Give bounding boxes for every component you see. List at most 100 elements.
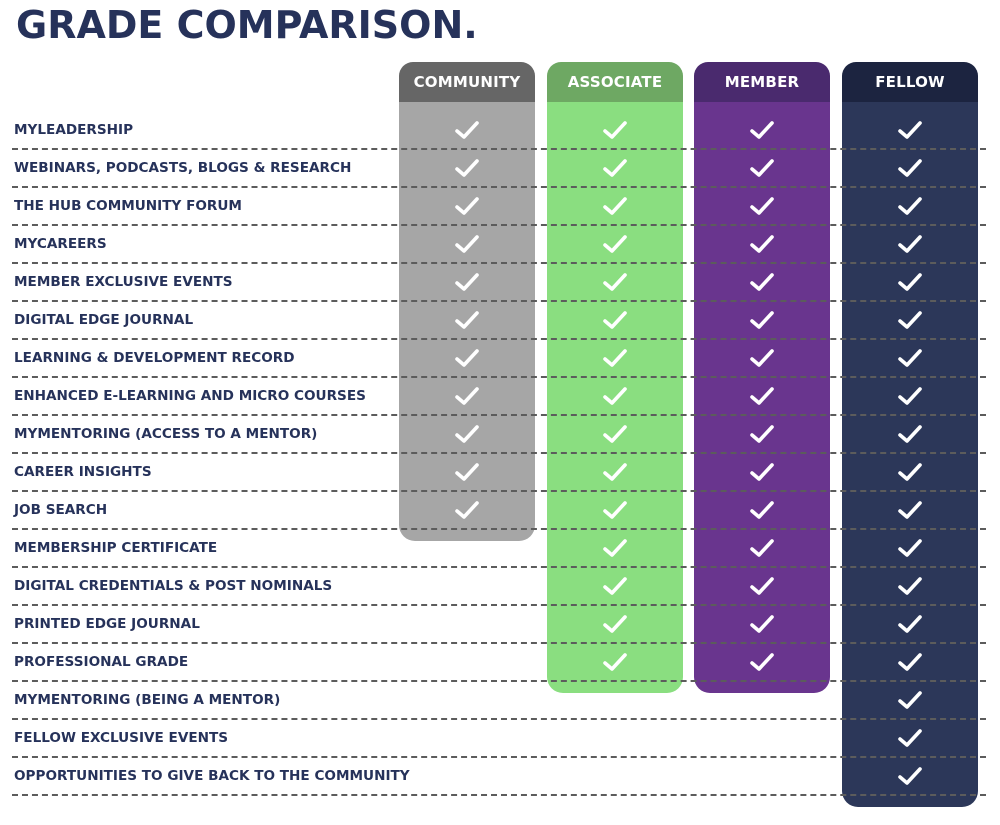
- row-label: ENHANCED E-LEARNING AND MICRO COURSES: [14, 388, 366, 404]
- checkmark-icon: [455, 234, 479, 254]
- checkmark-icon: [603, 576, 627, 596]
- checkmark-icon: [898, 120, 922, 140]
- page-title: GRADE COMPARISON.: [16, 3, 478, 47]
- checkmark-icon: [898, 538, 922, 558]
- checkmark-icon: [603, 234, 627, 254]
- row-divider: [12, 528, 986, 530]
- row-divider: [12, 262, 986, 264]
- row-divider: [12, 490, 986, 492]
- checkmark-icon: [603, 500, 627, 520]
- row-label: THE HUB COMMUNITY FORUM: [14, 198, 242, 214]
- checkmark-icon: [750, 196, 774, 216]
- row-divider: [12, 300, 986, 302]
- checkmark-icon: [455, 196, 479, 216]
- checkmark-icon: [750, 614, 774, 634]
- checkmark-icon: [750, 272, 774, 292]
- checkmark-icon: [455, 310, 479, 330]
- checkmark-icon: [603, 652, 627, 672]
- checkmark-icon: [898, 500, 922, 520]
- column-member-body: [694, 100, 830, 693]
- checkmark-icon: [750, 652, 774, 672]
- row-label: WEBINARS, PODCASTS, BLOGS & RESEARCH: [14, 160, 352, 176]
- row-label: MYLEADERSHIP: [14, 122, 134, 138]
- row-divider: [12, 642, 986, 644]
- checkmark-icon: [898, 652, 922, 672]
- column-associate-body: [547, 100, 683, 693]
- checkmark-icon: [603, 272, 627, 292]
- checkmark-icon: [455, 272, 479, 292]
- checkmark-icon: [898, 272, 922, 292]
- row-label: OPPORTUNITIES TO GIVE BACK TO THE COMMUN…: [14, 768, 410, 784]
- row-divider: [12, 338, 986, 340]
- checkmark-icon: [603, 158, 627, 178]
- checkmark-icon: [603, 386, 627, 406]
- row-label: PRINTED EDGE JOURNAL: [14, 616, 200, 632]
- column-member-header: MEMBER: [694, 62, 830, 102]
- row-label: JOB SEARCH: [14, 502, 108, 518]
- checkmark-icon: [750, 462, 774, 482]
- row-label: MYMENTORING (BEING A MENTOR): [14, 692, 281, 708]
- checkmark-icon: [898, 234, 922, 254]
- checkmark-icon: [750, 500, 774, 520]
- checkmark-icon: [750, 120, 774, 140]
- row-label: DIGITAL EDGE JOURNAL: [14, 312, 194, 328]
- checkmark-icon: [455, 348, 479, 368]
- checkmark-icon: [898, 424, 922, 444]
- row-divider: [12, 376, 986, 378]
- row-label: MYCAREERS: [14, 236, 107, 252]
- column-community-header: COMMUNITY: [399, 62, 535, 102]
- checkmark-icon: [603, 310, 627, 330]
- checkmark-icon: [898, 614, 922, 634]
- row-divider: [12, 452, 986, 454]
- row-label: LEARNING & DEVELOPMENT RECORD: [14, 350, 295, 366]
- row-label: CAREER INSIGHTS: [14, 464, 152, 480]
- row-label: PROFESSIONAL GRADE: [14, 654, 189, 670]
- row-divider: [12, 794, 986, 796]
- row-label: FELLOW EXCLUSIVE EVENTS: [14, 730, 229, 746]
- checkmark-icon: [750, 348, 774, 368]
- row-label: MEMBER EXCLUSIVE EVENTS: [14, 274, 233, 290]
- row-label: MEMBERSHIP CERTIFICATE: [14, 540, 218, 556]
- checkmark-icon: [455, 386, 479, 406]
- checkmark-icon: [898, 766, 922, 786]
- checkmark-icon: [603, 538, 627, 558]
- checkmark-icon: [455, 462, 479, 482]
- row-divider: [12, 604, 986, 606]
- checkmark-icon: [898, 462, 922, 482]
- checkmark-icon: [750, 158, 774, 178]
- checkmark-icon: [603, 196, 627, 216]
- checkmark-icon: [750, 310, 774, 330]
- column-associate-header: ASSOCIATE: [547, 62, 683, 102]
- row-divider: [12, 566, 986, 568]
- checkmark-icon: [455, 158, 479, 178]
- checkmark-icon: [603, 120, 627, 140]
- checkmark-icon: [455, 424, 479, 444]
- checkmark-icon: [455, 500, 479, 520]
- checkmark-icon: [750, 576, 774, 596]
- row-divider: [12, 224, 986, 226]
- checkmark-icon: [750, 538, 774, 558]
- row-divider: [12, 148, 986, 150]
- checkmark-icon: [898, 348, 922, 368]
- checkmark-icon: [898, 196, 922, 216]
- checkmark-icon: [750, 424, 774, 444]
- column-fellow-header: FELLOW: [842, 62, 978, 102]
- checkmark-icon: [603, 614, 627, 634]
- checkmark-icon: [750, 386, 774, 406]
- checkmark-icon: [898, 310, 922, 330]
- checkmark-icon: [898, 386, 922, 406]
- row-label: DIGITAL CREDENTIALS & POST NOMINALS: [14, 578, 333, 594]
- row-divider: [12, 414, 986, 416]
- checkmark-icon: [898, 158, 922, 178]
- row-divider: [12, 756, 986, 758]
- checkmark-icon: [603, 348, 627, 368]
- checkmark-icon: [750, 234, 774, 254]
- checkmark-icon: [898, 576, 922, 596]
- checkmark-icon: [455, 120, 479, 140]
- checkmark-icon: [603, 424, 627, 444]
- checkmark-icon: [603, 462, 627, 482]
- row-label: MYMENTORING (ACCESS TO A MENTOR): [14, 426, 318, 442]
- row-divider: [12, 186, 986, 188]
- checkmark-icon: [898, 728, 922, 748]
- row-divider: [12, 718, 986, 720]
